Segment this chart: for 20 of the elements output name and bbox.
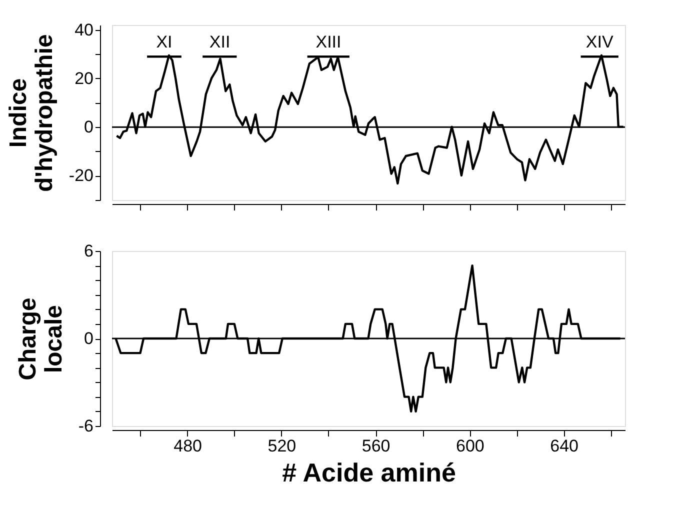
x-tick-label: 480: [174, 436, 202, 456]
y-tick-label: 6: [84, 242, 94, 260]
x-tick-label: 520: [268, 436, 296, 456]
y-tick-label: -6: [78, 416, 94, 436]
annotation: XIII: [316, 32, 342, 52]
annotation: XIV: [586, 32, 614, 52]
annotation: XII: [209, 32, 230, 52]
x-tick-label: 640: [550, 436, 579, 456]
y-tick-label: 0: [84, 329, 94, 348]
y-axis-title: Indice d'hydropathie: [4, 34, 58, 192]
y-axis-title: Charge locale: [14, 298, 68, 380]
x-axis-title: # Acide aminé: [282, 458, 456, 488]
y-tick-label: 40: [74, 20, 94, 40]
y-tick-label: 20: [74, 68, 94, 88]
x-tick-label: 600: [456, 436, 484, 456]
line-series: [114, 264, 622, 413]
annotation: XI: [156, 32, 172, 52]
y-tick-label: 0: [84, 118, 94, 137]
y-tick-label: -20: [68, 166, 94, 186]
x-tick-label: 560: [362, 436, 390, 456]
